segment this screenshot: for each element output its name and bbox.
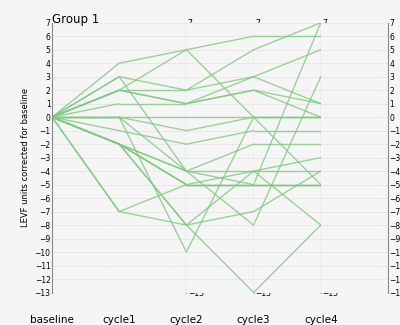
Y-axis label: LEVF units corrected for baseline: LEVF units corrected for baseline <box>22 88 30 227</box>
Text: cycle3: cycle3 <box>237 315 270 325</box>
Text: cycle2: cycle2 <box>170 315 203 325</box>
Text: Group 1: Group 1 <box>52 13 99 26</box>
Text: cycle4: cycle4 <box>304 315 338 325</box>
Text: cycle1: cycle1 <box>102 315 136 325</box>
Text: baseline: baseline <box>30 315 74 325</box>
